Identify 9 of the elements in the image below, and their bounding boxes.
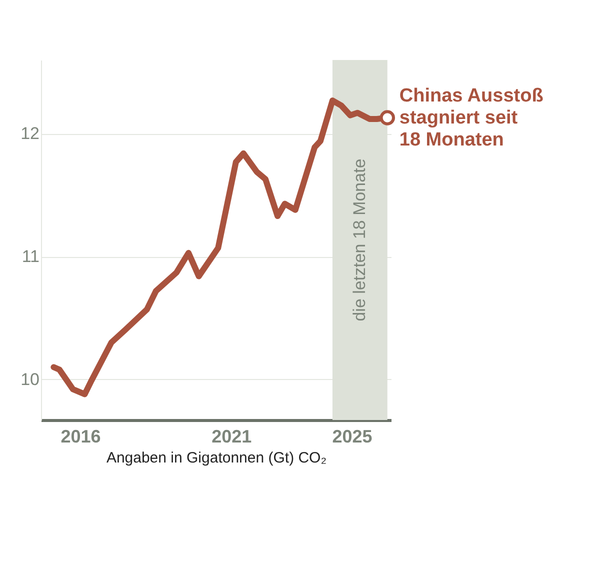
x-tick-label: 2016	[60, 426, 101, 446]
x-tick-label: 2021	[212, 426, 252, 446]
y-tick-label: 12	[20, 124, 40, 144]
annotation: Chinas Ausstoß stagniert seit 18 Monaten	[399, 86, 544, 151]
x-tick-label: 2025	[332, 426, 372, 446]
y-tick-label: 11	[22, 247, 40, 266]
band-label: die letzten 18 Monate	[350, 158, 369, 322]
y-tick-label: 10	[20, 370, 40, 389]
x-axis-title: Angaben in Gigatonnen (Gt) CO₂	[106, 450, 327, 466]
